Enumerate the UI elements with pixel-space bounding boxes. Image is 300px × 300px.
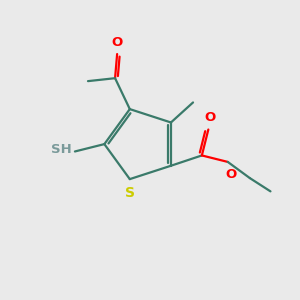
Text: O: O bbox=[225, 168, 236, 182]
Text: SH: SH bbox=[51, 143, 72, 157]
Text: O: O bbox=[204, 111, 215, 124]
Text: S: S bbox=[125, 187, 135, 200]
Text: O: O bbox=[112, 36, 123, 49]
